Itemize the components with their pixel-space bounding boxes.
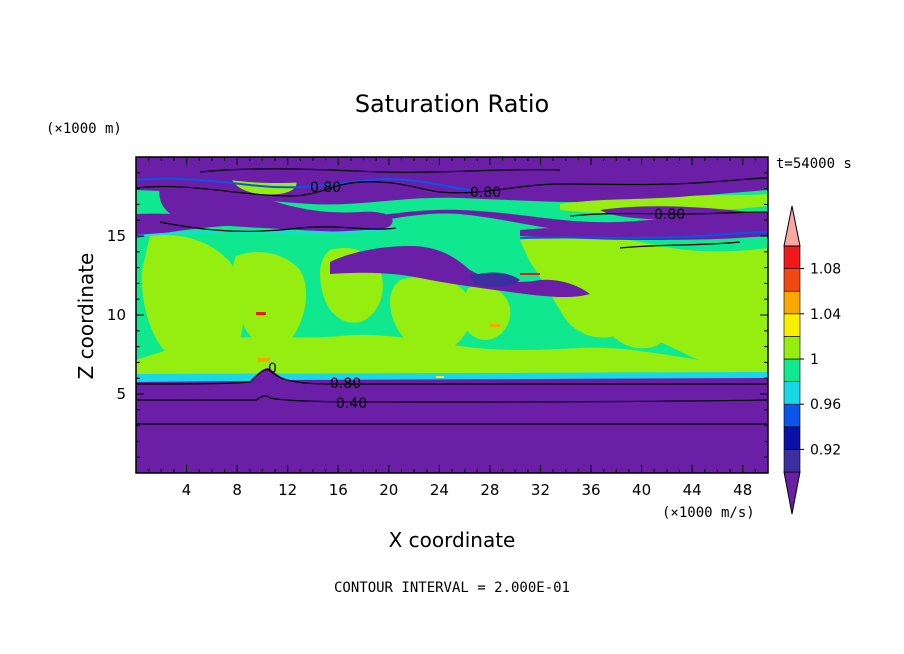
- warm-spot-3: [520, 273, 540, 275]
- contour-0.80-band: [159, 221, 397, 232]
- colorbar-segment: [783, 426, 801, 450]
- contour-label-group: 0.80 0.80 0.80 0.80 0.40 0: [268, 180, 685, 412]
- colorbar-segment: [783, 403, 801, 428]
- contour-0.80-mid: [569, 211, 768, 217]
- dry-tongue-1: [159, 184, 393, 232]
- colorbar-segment: [783, 381, 801, 405]
- colorbar-tick-label: 0.96: [810, 397, 841, 413]
- y-axis-title: Z coordinate: [74, 253, 98, 380]
- contour-thin-2: [619, 241, 741, 249]
- x-tick-label: 12: [278, 481, 297, 499]
- x-tick-label: 40: [632, 481, 651, 499]
- contour-label: 0: [268, 361, 277, 377]
- contour-label: 0.80: [310, 180, 341, 196]
- x-axis: 4 8 12 16 20 24 28 32 36 40 44 48: [148, 157, 756, 499]
- warm-spot-2: [490, 324, 500, 327]
- dry-tongue-5: [470, 272, 520, 287]
- x-tick-label: 20: [379, 481, 398, 499]
- lime-patch-2: [232, 252, 307, 346]
- blue-edge-1: [136, 177, 471, 191]
- lime-patch-7: [591, 259, 676, 349]
- contour-label: 0.80: [330, 376, 361, 392]
- dry-tongue-6: [416, 165, 524, 197]
- blue-edge-3: [519, 231, 768, 239]
- contour-interval-footer: CONTOUR INTERVAL = 2.000E-01: [334, 580, 570, 596]
- contour-label: 0.80: [654, 207, 685, 223]
- colorbar-segment: [783, 268, 801, 292]
- chart-title: Saturation Ratio: [355, 90, 549, 118]
- x-tick-label: 36: [581, 481, 600, 499]
- x-tick-label: 8: [232, 481, 242, 499]
- x-unit-label: (×1000 m/s): [662, 505, 755, 521]
- dry-lower-layer: [136, 368, 768, 473]
- colorbar-segment: [783, 358, 801, 382]
- x-axis-title: X coordinate: [389, 528, 516, 552]
- colorbar-segment: [783, 449, 801, 473]
- plot-area: [136, 157, 768, 473]
- y-tick-label: 15: [107, 227, 126, 245]
- y-axis: 5 10 15: [107, 172, 768, 458]
- colorbar-over-triangle: [783, 205, 801, 247]
- y-tick-label: 5: [116, 385, 126, 403]
- time-label: t=54000 s: [776, 156, 852, 172]
- contour-0.40: [136, 395, 768, 403]
- y-unit-label: (×1000 m): [46, 121, 122, 137]
- contour-thin-1: [199, 168, 561, 174]
- contour-lines: [136, 168, 768, 425]
- lime-patch-8: [136, 334, 768, 380]
- x-tick-label: 16: [329, 481, 348, 499]
- x-tick-label: 4: [182, 481, 192, 499]
- contour-0.80-upper: [136, 177, 768, 197]
- colorbar: 0.92 0.96 1 1.04 1.08: [783, 205, 841, 515]
- colorbar-segment: [783, 313, 801, 337]
- x-tick-label: 28: [480, 481, 499, 499]
- x-tick-label: 48: [733, 481, 752, 499]
- warm-spot-5: [436, 376, 444, 378]
- colorbar-segment: [783, 245, 801, 269]
- dry-tongue-4: [330, 246, 590, 298]
- colorbar-tick-label: 1: [810, 352, 819, 368]
- colorbar-tick-label: 0.92: [810, 442, 841, 458]
- y-tick-label: 10: [107, 306, 126, 324]
- blue-edge-2: [136, 227, 401, 237]
- x-tick-label: 24: [430, 481, 449, 499]
- warm-spot-1: [256, 312, 266, 315]
- contour-label: 0.80: [470, 185, 501, 201]
- contour-label: 0.40: [336, 396, 367, 412]
- x-tick-label: 44: [683, 481, 702, 499]
- lime-patch-4: [390, 276, 473, 353]
- colorbar-under-triangle: [783, 471, 801, 515]
- colorbar-tick-label: 1.08: [810, 262, 841, 278]
- colorbar-segment: [783, 290, 801, 315]
- warm-spot-4: [258, 358, 270, 362]
- contour-0.80-lower: [136, 369, 768, 385]
- colorbar-segment: [783, 336, 801, 360]
- lime-patch-1: [141, 235, 244, 363]
- colorbar-tick-label: 1.04: [810, 307, 841, 323]
- x-tick-label: 32: [531, 481, 550, 499]
